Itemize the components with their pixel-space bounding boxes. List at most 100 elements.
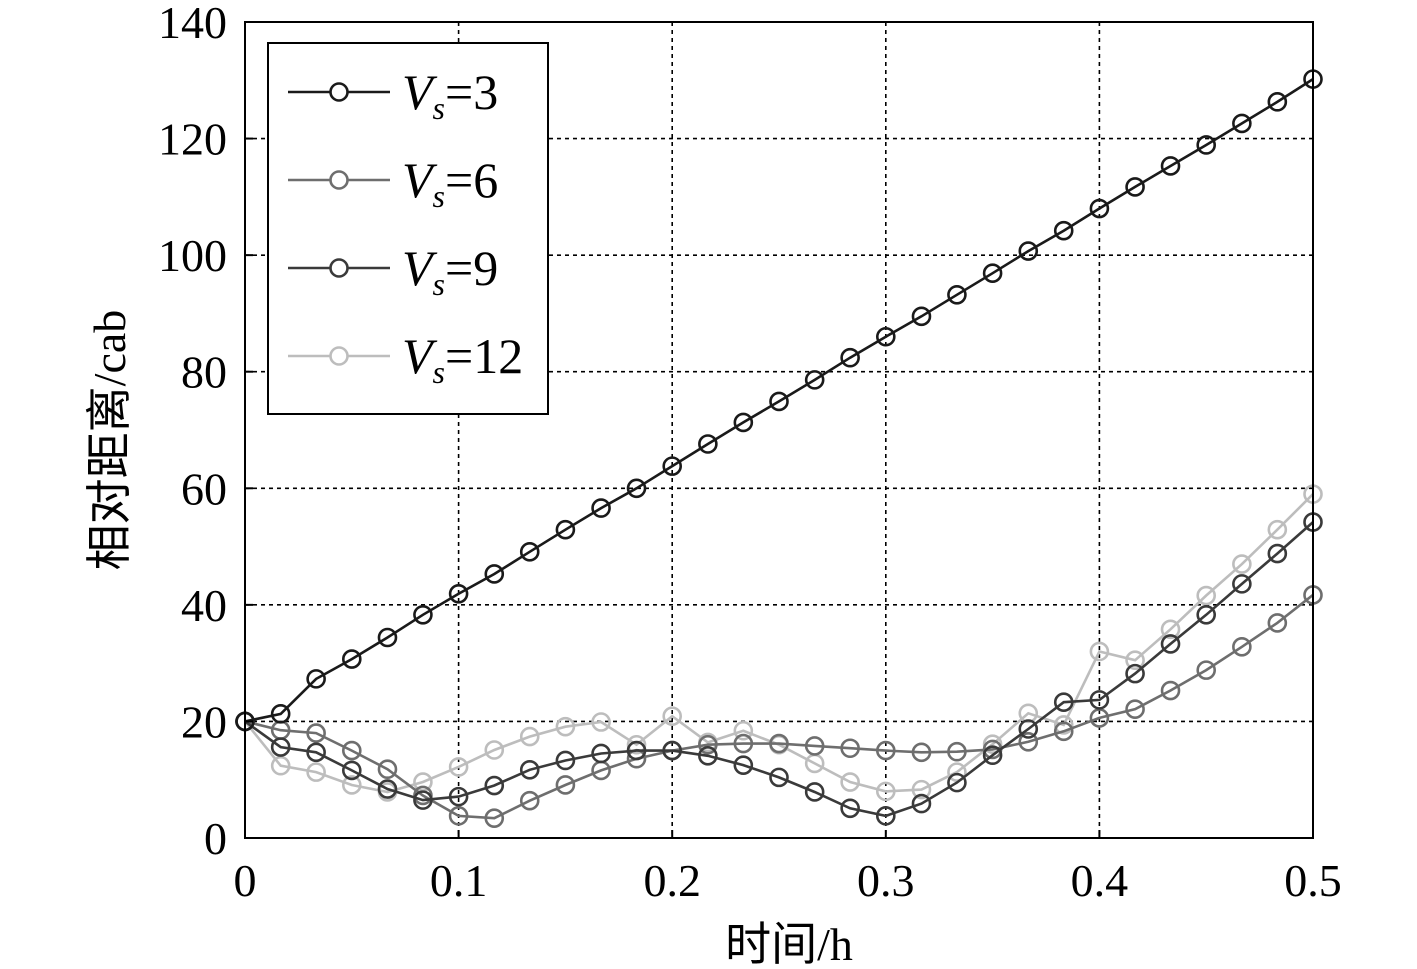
- data-point: [733, 412, 754, 433]
- data-point: [270, 704, 291, 724]
- data-point: [555, 716, 576, 737]
- series-line: [244, 521, 1314, 818]
- data-point: [413, 790, 433, 810]
- data-point: [733, 755, 754, 775]
- data-point: [947, 741, 967, 762]
- legend-marker: [329, 346, 349, 366]
- data-point: [448, 786, 469, 807]
- data-point: [662, 740, 683, 761]
- x-axis-ticks: 0 0.1 0.2 0.3 0.4 0.5: [234, 830, 1342, 906]
- data-point: [769, 767, 789, 788]
- data-point: [947, 284, 967, 305]
- data-point: [982, 745, 1003, 766]
- data-point: [1232, 637, 1252, 657]
- data-point: [947, 762, 967, 782]
- data-point: [1089, 198, 1110, 219]
- data-point: [1053, 220, 1074, 241]
- data-point: [1196, 585, 1216, 606]
- data-point: [341, 740, 362, 761]
- data-point: [733, 733, 754, 754]
- data-point: [840, 738, 860, 759]
- y-tick-label: 100: [158, 230, 227, 281]
- legend-label: Vs=3: [402, 64, 498, 126]
- data-point: [555, 750, 576, 771]
- data-point: [484, 808, 505, 828]
- data-point: [626, 734, 647, 755]
- data-point: [306, 762, 326, 782]
- data-point: [519, 542, 540, 562]
- data-point: [555, 519, 576, 540]
- data-point: [306, 742, 326, 763]
- series-Vs=6: [235, 585, 1323, 828]
- data-point: [591, 498, 611, 518]
- data-point: [733, 720, 754, 741]
- data-point: [804, 736, 825, 756]
- x-axis-title: 时间/h: [725, 919, 853, 969]
- data-point: [1125, 177, 1145, 197]
- data-point: [698, 434, 718, 454]
- data-point: [911, 779, 932, 800]
- data-point: [341, 760, 362, 781]
- legend-marker: [329, 258, 349, 278]
- data-point: [769, 733, 789, 754]
- data-point: [1267, 519, 1288, 540]
- legend-entry-Vs=9: Vs=9: [288, 240, 498, 302]
- data-point: [1160, 156, 1181, 176]
- data-point: [626, 478, 647, 499]
- data-point: [1160, 634, 1181, 654]
- data-point: [591, 712, 611, 732]
- data-point: [341, 775, 362, 795]
- x-tick-label: 0.4: [1071, 855, 1129, 906]
- y-tick-label: 80: [181, 347, 227, 398]
- data-point: [1267, 92, 1288, 112]
- data-point: [1267, 613, 1288, 633]
- data-point: [306, 723, 326, 743]
- series-Vs=3: [235, 69, 1323, 732]
- data-point: [270, 755, 291, 776]
- data-point: [1125, 663, 1145, 684]
- data-point: [519, 790, 540, 811]
- data-point: [1160, 680, 1181, 701]
- data-point: [270, 720, 291, 740]
- data-point: [698, 734, 718, 755]
- data-point: [1018, 241, 1039, 261]
- data-point: [484, 740, 505, 760]
- y-tick-label: 40: [181, 580, 227, 631]
- legend-marker: [329, 82, 349, 102]
- data-point: [1053, 715, 1074, 735]
- data-point: [377, 759, 398, 780]
- legend-label: Vs=12: [402, 328, 523, 390]
- data-point: [448, 583, 469, 604]
- y-tick-label: 20: [181, 696, 227, 747]
- data-point: [484, 775, 505, 796]
- data-point: [1053, 692, 1074, 712]
- data-point: [626, 740, 647, 761]
- legend: Vs=3 Vs=6 Vs=9 Vs=12: [267, 42, 549, 415]
- data-point: [1267, 543, 1288, 564]
- data-point: [484, 564, 505, 584]
- data-point: [1232, 113, 1252, 134]
- legend-box: [267, 42, 549, 415]
- data-point: [1018, 719, 1039, 739]
- legend-label: Vs=9: [402, 240, 498, 302]
- data-point: [555, 775, 576, 795]
- data-point: [1053, 721, 1074, 742]
- x-tick-label: 0.3: [857, 855, 915, 906]
- x-tick-label: 0.5: [1284, 855, 1342, 906]
- data-point: [519, 726, 540, 747]
- data-point: [413, 604, 433, 625]
- data-point: [840, 798, 860, 819]
- x-tick-label: 0.2: [643, 855, 701, 906]
- data-point: [804, 753, 825, 774]
- data-point: [306, 669, 326, 689]
- data-point: [1232, 574, 1252, 594]
- y-axis-title: 相对距离/cab: [84, 310, 135, 571]
- data-point: [1196, 135, 1216, 155]
- data-point: [591, 760, 611, 781]
- data-point: [448, 757, 469, 777]
- series-line: [244, 78, 1314, 723]
- data-point: [1089, 641, 1110, 662]
- data-point: [1018, 732, 1039, 752]
- series-line: [244, 593, 1314, 820]
- data-point: [875, 781, 896, 802]
